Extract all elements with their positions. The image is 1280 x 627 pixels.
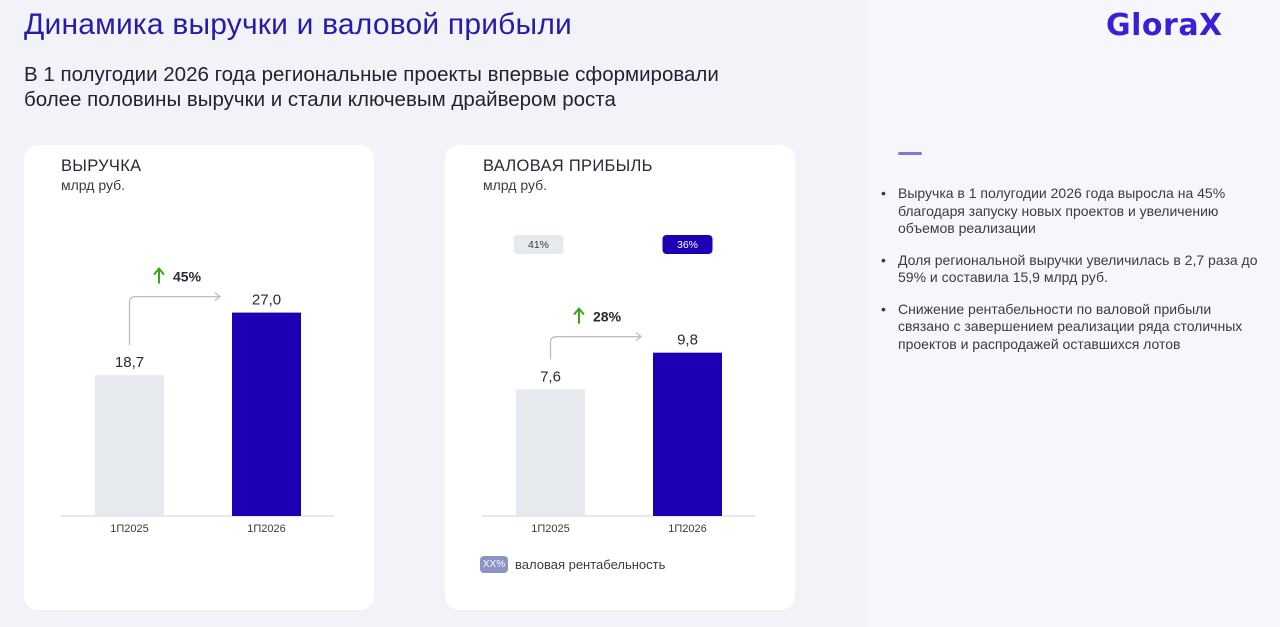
revenue-card: ВЫРУЧКА млрд руб. 18,7 1П2025 27,0 1П2026 45…	[24, 145, 374, 610]
bar-1П2025	[95, 375, 164, 516]
category-tick-label: 1П2026	[668, 523, 707, 535]
growth-label: 45%	[173, 269, 202, 285]
page-title: Динамика выручки и валовой прибыли	[24, 8, 572, 41]
accent-divider	[898, 152, 922, 155]
margin-badge	[513, 235, 564, 254]
bar-value-label: 18,7	[115, 354, 144, 371]
legend-label: валовая рентабельность	[515, 556, 666, 572]
connector-arrow-icon	[549, 332, 643, 360]
revenue-chart: 18,7 1П2025 27,0 1П2026 45%	[61, 267, 334, 535]
bar-1П2026	[653, 352, 722, 516]
growth-up-arrow-icon	[153, 267, 165, 284]
legend-swatch: XX%	[480, 555, 508, 573]
key-points-list: Выручка в 1 полугодии 2026 года выросла …	[878, 185, 1258, 367]
subtitle-line-2: более половины выручки и стали ключевым …	[24, 88, 616, 111]
revenue-chart-unit: млрд руб.	[61, 177, 126, 193]
margin-badge	[662, 235, 713, 254]
revenue-chart-title: ВЫРУЧКА	[61, 157, 142, 175]
growth-label: 28%	[593, 309, 622, 325]
category-tick-label: 1П2025	[110, 523, 149, 535]
bar-value-label: 7,6	[540, 368, 561, 385]
category-tick-label: 1П2025	[531, 523, 570, 535]
gross-profit-card: ВАЛОВАЯ ПРИБЫЛЬ млрд руб. 7,6 1П2025 9,8 1П…	[445, 145, 795, 610]
gross-profit-chart-title: ВАЛОВАЯ ПРИБЫЛЬ	[483, 157, 653, 175]
key-point: Выручка в 1 полугодии 2026 года выросла …	[878, 185, 1258, 238]
gross-profit-chart: 7,6 1П2025 9,8 1П2026 28% 41% 36%	[482, 235, 755, 535]
bar-1П2026	[232, 312, 301, 516]
key-point: Снижение рентабельности по валовой прибы…	[878, 301, 1258, 354]
margin-legend: XX% валовая рентабельность	[480, 555, 665, 573]
bar-1П2025	[516, 389, 585, 516]
main-area: Динамика выручки и валовой прибыли В 1 п…	[24, 8, 824, 610]
bar-value-label: 9,8	[677, 332, 698, 349]
key-point: Доля региональной выручки увеличилась в …	[878, 252, 1258, 287]
bar-value-label: 27,0	[252, 292, 281, 309]
gross-profit-chart-unit: млрд руб.	[483, 177, 548, 193]
category-tick-label: 1П2026	[247, 523, 286, 535]
connector-arrow-icon	[128, 292, 222, 346]
page-subtitle: В 1 полугодии 2026 года региональные про…	[24, 62, 824, 112]
growth-up-arrow-icon	[573, 307, 585, 324]
margin-badge-label: 36%	[677, 239, 698, 251]
brand-logo: GloraX	[1106, 8, 1223, 43]
margin-badge-label: 41%	[528, 239, 549, 251]
subtitle-line-1: В 1 полугодии 2026 года региональные про…	[24, 63, 719, 86]
